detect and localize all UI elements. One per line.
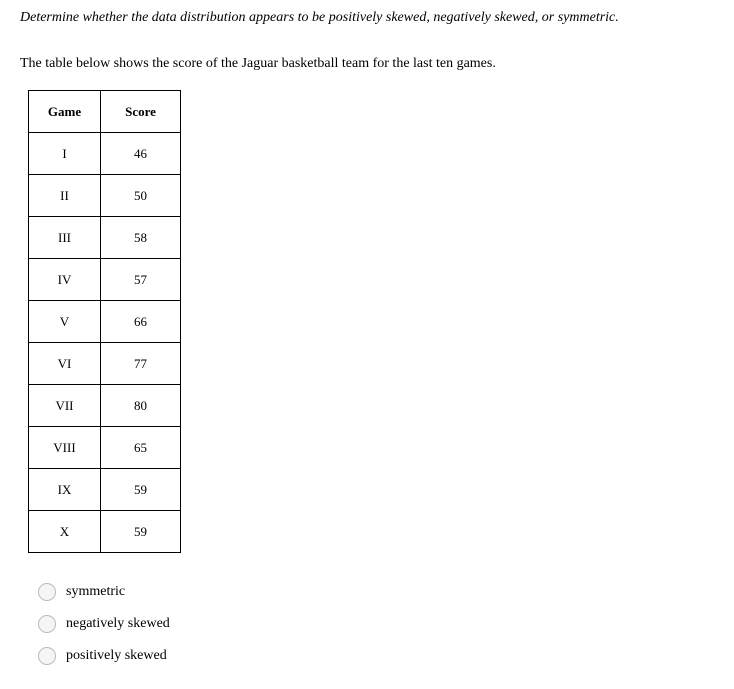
cell-score: 77	[101, 343, 181, 385]
cell-score: 46	[101, 133, 181, 175]
cell-score: 80	[101, 385, 181, 427]
cell-score: 50	[101, 175, 181, 217]
col-header-score: Score	[101, 91, 181, 133]
option-label: negatively skewed	[66, 616, 170, 632]
radio-icon	[38, 647, 56, 665]
table-row: III 58	[29, 217, 181, 259]
cell-game: VI	[29, 343, 101, 385]
context-text: The table below shows the score of the J…	[20, 56, 714, 72]
col-header-game: Game	[29, 91, 101, 133]
answer-options: symmetric negatively skewed positively s…	[38, 583, 714, 665]
cell-game: X	[29, 511, 101, 553]
cell-game: II	[29, 175, 101, 217]
cell-score: 58	[101, 217, 181, 259]
option-positively-skewed[interactable]: positively skewed	[38, 647, 714, 665]
table-row: VII 80	[29, 385, 181, 427]
table-row: I 46	[29, 133, 181, 175]
option-symmetric[interactable]: symmetric	[38, 583, 714, 601]
table-row: V 66	[29, 301, 181, 343]
question-prompt: Determine whether the data distribution …	[20, 10, 714, 26]
cell-score: 66	[101, 301, 181, 343]
cell-game: IX	[29, 469, 101, 511]
table-row: VI 77	[29, 343, 181, 385]
cell-game: IV	[29, 259, 101, 301]
cell-score: 59	[101, 511, 181, 553]
table-row: IV 57	[29, 259, 181, 301]
table-row: VIII 65	[29, 427, 181, 469]
option-label: symmetric	[66, 584, 125, 600]
radio-icon	[38, 583, 56, 601]
cell-game: I	[29, 133, 101, 175]
cell-score: 65	[101, 427, 181, 469]
cell-score: 57	[101, 259, 181, 301]
cell-game: V	[29, 301, 101, 343]
table-row: IX 59	[29, 469, 181, 511]
radio-icon	[38, 615, 56, 633]
cell-game: VIII	[29, 427, 101, 469]
option-label: positively skewed	[66, 648, 167, 664]
table-row: X 59	[29, 511, 181, 553]
option-negatively-skewed[interactable]: negatively skewed	[38, 615, 714, 633]
cell-game: VII	[29, 385, 101, 427]
table-row: II 50	[29, 175, 181, 217]
table-header-row: Game Score	[29, 91, 181, 133]
score-table: Game Score I 46 II 50 III 58 IV 57 V 66 …	[28, 90, 181, 553]
cell-game: III	[29, 217, 101, 259]
cell-score: 59	[101, 469, 181, 511]
